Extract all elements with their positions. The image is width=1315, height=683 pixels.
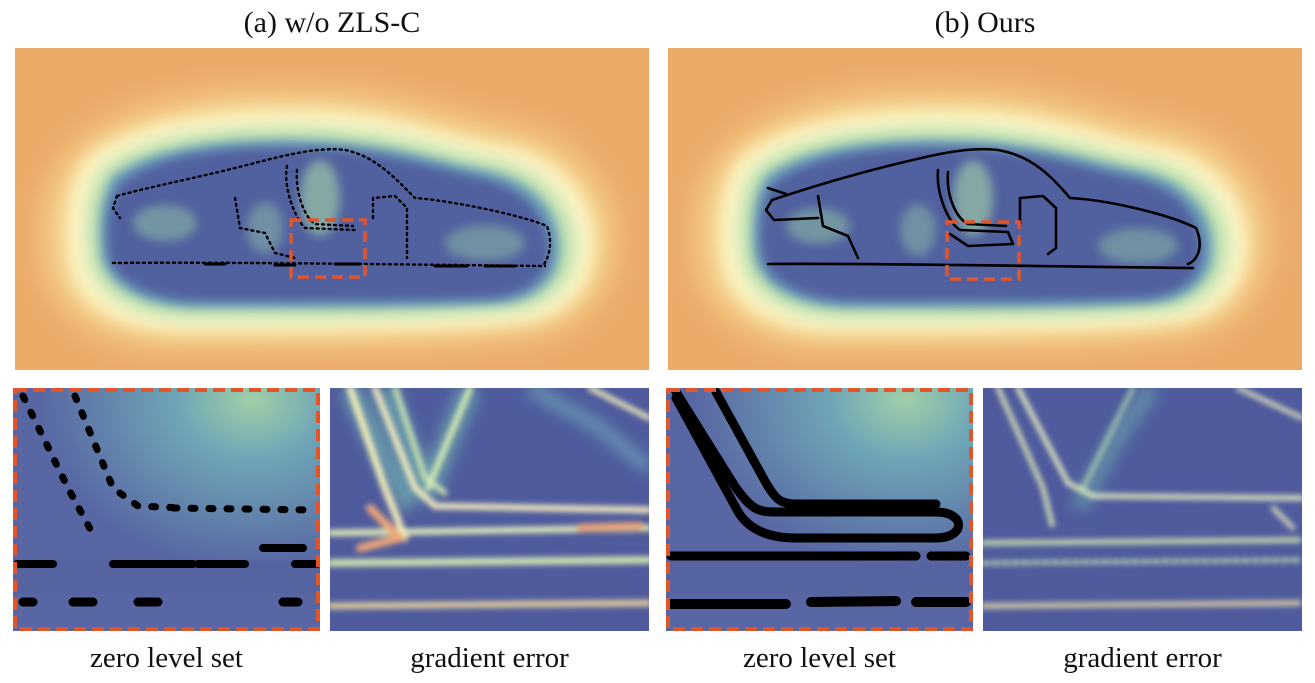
left-panel-title: (a) w/o ZLS-C xyxy=(243,6,421,39)
left-zoom-box xyxy=(289,218,367,279)
right-zoom-box xyxy=(945,220,1021,281)
right-panel-title: (b) Ours xyxy=(934,6,1036,39)
right-gradient-error xyxy=(983,388,1302,631)
right-zero-level-set-caption: zero level set xyxy=(743,642,896,674)
right-distance-field xyxy=(668,48,1302,370)
right-zero-level-set-zoom xyxy=(666,388,973,631)
left-gradient-error-caption: gradient error xyxy=(410,642,569,674)
left-zero-level-set-caption: zero level set xyxy=(90,642,243,674)
left-zero-level-set-zoom xyxy=(13,388,320,631)
left-distance-field xyxy=(15,48,649,370)
right-gradient-error-caption: gradient error xyxy=(1063,642,1222,674)
left-gradient-error xyxy=(330,388,649,631)
